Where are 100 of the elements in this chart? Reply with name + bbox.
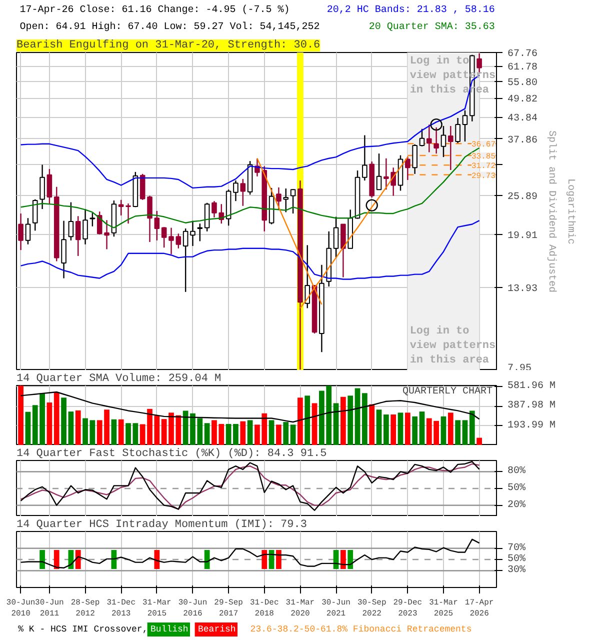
bar bbox=[276, 424, 282, 445]
candlestick bbox=[448, 125, 454, 171]
candlestick bbox=[61, 220, 66, 279]
candlestick bbox=[32, 198, 38, 232]
candlestick bbox=[140, 173, 146, 200]
candlestick bbox=[190, 220, 196, 247]
candlestick bbox=[126, 202, 131, 224]
text: 23.6-38.2-50-61.8% Fibonacci Retracements bbox=[250, 624, 472, 634]
candlestick bbox=[46, 168, 52, 205]
candlestick bbox=[82, 208, 88, 245]
x-tick-label: 31-Mar 2015 bbox=[142, 598, 172, 618]
y-tick-label: 25.89 bbox=[508, 192, 538, 203]
ref-line-label: 33.85 bbox=[471, 152, 496, 162]
candlestick bbox=[233, 180, 238, 202]
bar bbox=[298, 398, 303, 445]
bar bbox=[462, 420, 468, 445]
bar bbox=[369, 404, 375, 445]
candlestick bbox=[168, 227, 174, 255]
bar bbox=[90, 420, 96, 445]
candlestick bbox=[362, 134, 368, 182]
y-tick-label: 67.76 bbox=[508, 49, 538, 60]
bar bbox=[268, 420, 274, 445]
chart-subtitle: Open: 64.91 High: 67.40 Low: 59.27 Vol: 54,145,252 bbox=[20, 21, 320, 33]
candlestick bbox=[405, 156, 410, 181]
y-axis-title: Split and Dividend Adjusted bbox=[546, 130, 558, 293]
bar bbox=[25, 412, 31, 445]
candlestick bbox=[161, 226, 167, 248]
x-tick-label: 29-Dec 2023 bbox=[393, 598, 422, 618]
y-tick-label: 37.86 bbox=[508, 135, 538, 146]
y-tick-label: 43.84 bbox=[508, 114, 538, 125]
annotation: QUARTERLY CHART bbox=[402, 386, 492, 398]
chart-title: 14 Quarter HCS Intraday Momentum (IMI): 79.3 bbox=[16, 519, 307, 531]
bar bbox=[226, 424, 232, 445]
text: 20 Quarter SMA: 35.63 bbox=[368, 22, 495, 33]
x-tick-label: 31-Dec 2018 bbox=[250, 598, 279, 618]
candlestick bbox=[419, 128, 425, 147]
bar bbox=[440, 416, 446, 445]
chart-title: 14 Quarter SMA Volume: 259.04 M bbox=[16, 373, 222, 385]
bar bbox=[455, 420, 460, 445]
bar bbox=[340, 396, 346, 445]
candlestick bbox=[182, 228, 188, 293]
bar bbox=[240, 421, 246, 445]
bar bbox=[82, 418, 88, 445]
bar bbox=[419, 412, 425, 445]
candlestick bbox=[90, 212, 96, 227]
y-tick-label: 55.80 bbox=[508, 78, 538, 89]
bar bbox=[376, 410, 382, 445]
y-tick-label: 50% bbox=[508, 483, 526, 494]
x-tick-label: 30-Sep 2022 bbox=[357, 598, 386, 618]
y-tick-label: 13.93 bbox=[508, 284, 538, 295]
bar bbox=[290, 424, 296, 445]
candlestick bbox=[212, 200, 217, 218]
candlestick bbox=[68, 202, 74, 242]
y-tick-label: 20% bbox=[508, 500, 526, 511]
bar bbox=[312, 403, 318, 445]
y-tick-label: 70% bbox=[508, 542, 526, 554]
chart-title: 17-Apr-26 Close: 61.16 Change: -4.95 (-7.5 %) bbox=[20, 4, 290, 16]
bar bbox=[476, 438, 482, 445]
bar bbox=[118, 419, 124, 445]
bar bbox=[18, 386, 24, 445]
bar bbox=[61, 398, 66, 445]
y-tick-label: 581.96 M bbox=[508, 380, 556, 392]
y-tick-label: 30% bbox=[508, 565, 526, 576]
bar bbox=[362, 393, 368, 445]
bar bbox=[398, 412, 404, 445]
x-tick-label: 30-Jun 2016 bbox=[178, 598, 208, 618]
bar bbox=[469, 410, 475, 445]
x-tick-label: 31-Dec 2013 bbox=[106, 598, 136, 618]
ref-line-label: 29.73 bbox=[471, 172, 496, 181]
legend-title: % K - HCS IMI Crossover, bbox=[18, 624, 148, 634]
candlestick bbox=[462, 110, 468, 142]
candlestick bbox=[276, 186, 282, 210]
bar bbox=[233, 424, 238, 445]
bar bbox=[354, 388, 360, 445]
candlestick bbox=[176, 232, 182, 249]
x-tick-label: 30-Jun 2011 bbox=[35, 598, 64, 618]
line-series bbox=[20, 220, 480, 280]
bar bbox=[383, 414, 389, 445]
candlestick bbox=[40, 164, 45, 210]
bar bbox=[111, 419, 117, 445]
candlestick bbox=[333, 216, 339, 258]
y-tick-label: 19.91 bbox=[508, 230, 538, 242]
candlestick bbox=[154, 210, 160, 242]
y-tick-label: 49.82 bbox=[508, 94, 538, 106]
candlestick bbox=[412, 144, 418, 175]
bar bbox=[333, 403, 339, 445]
candlestick bbox=[376, 152, 382, 190]
y-tick-label: 80% bbox=[508, 466, 526, 478]
y-tick-label: 193.99 M bbox=[508, 420, 556, 432]
candlestick bbox=[240, 178, 246, 207]
x-tick-label: 31-Mar 2025 bbox=[429, 598, 458, 618]
x-tick-label: 31-Mar 2020 bbox=[286, 598, 315, 618]
candlestick bbox=[304, 244, 310, 309]
bar bbox=[54, 392, 60, 445]
line-series bbox=[20, 538, 480, 568]
bar bbox=[68, 412, 74, 445]
text: Logarithmic bbox=[564, 178, 576, 245]
bar bbox=[390, 414, 396, 445]
candlestick bbox=[204, 202, 210, 232]
candlestick bbox=[290, 188, 296, 214]
